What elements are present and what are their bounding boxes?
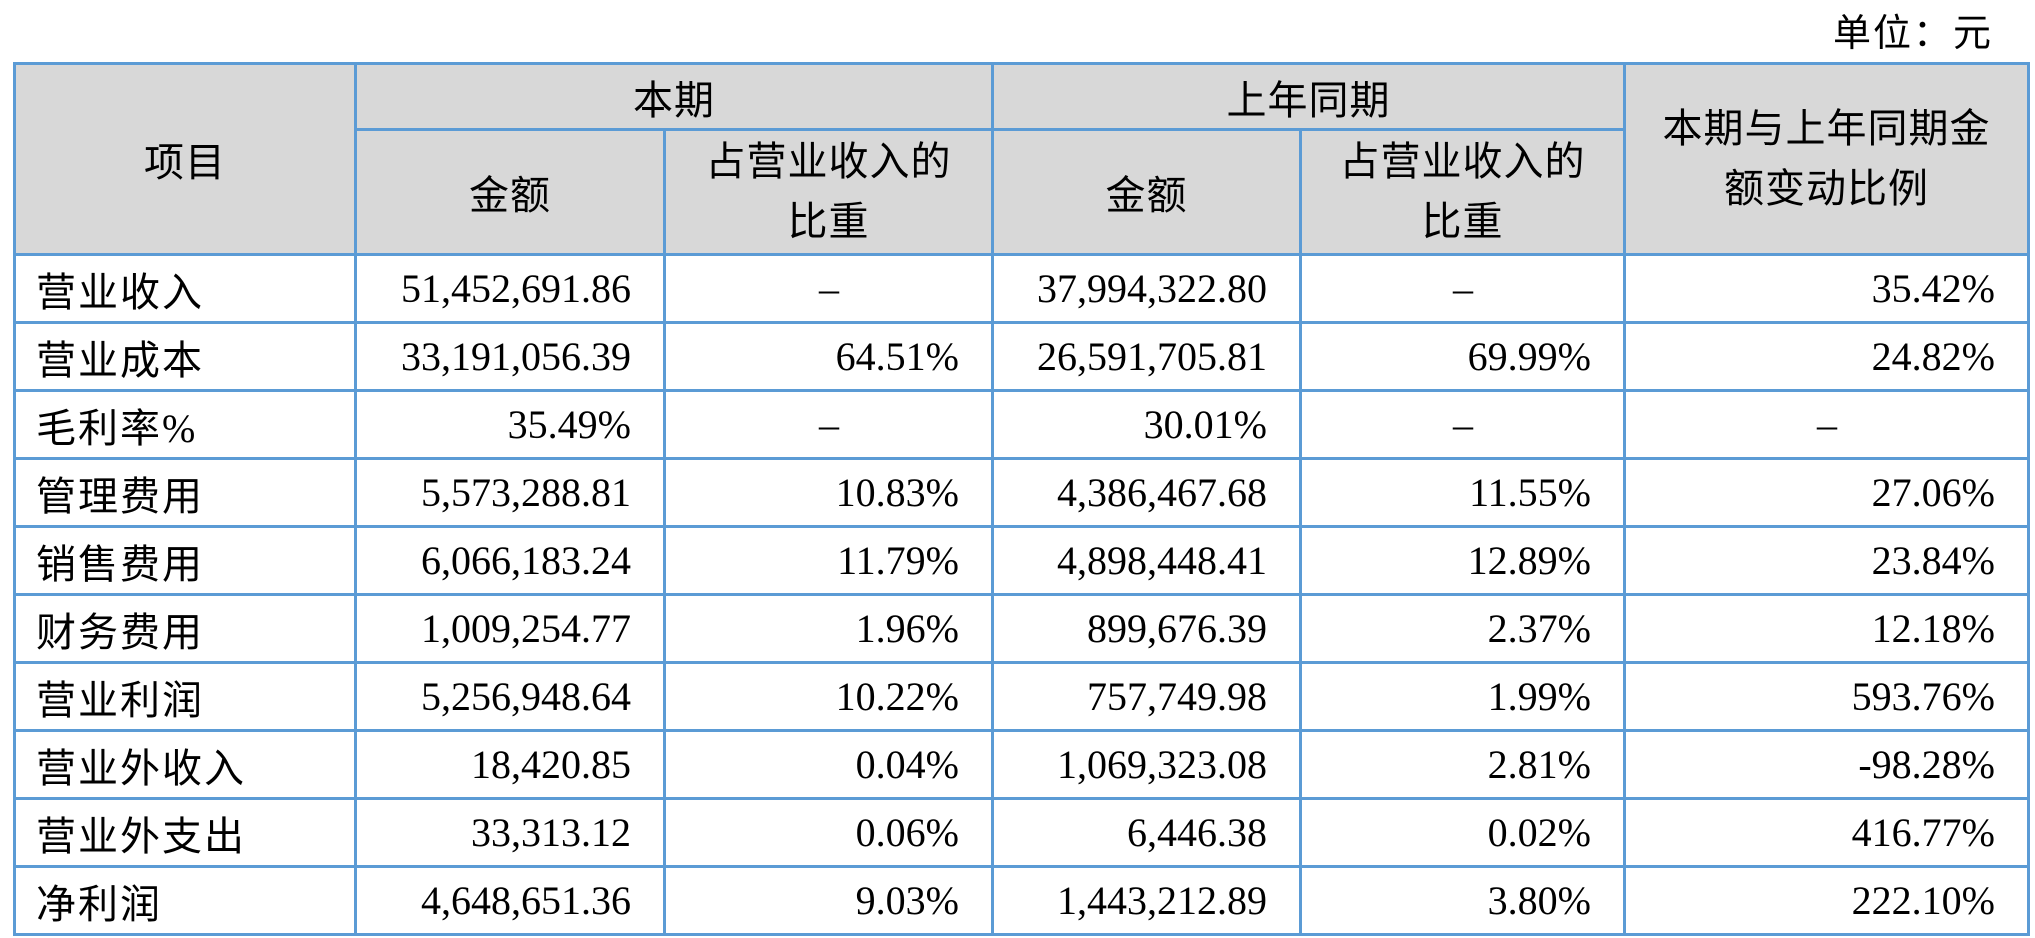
row-label: 营业成本 — [13, 321, 357, 392]
prior-amount: 4,386,467.68 — [991, 457, 1302, 528]
change-ratio: 35.42% — [1623, 253, 2030, 324]
row-label: 毛利率% — [13, 389, 357, 460]
header-prior-ratio: 占营业收入的比重 — [1299, 128, 1626, 256]
current-amount: 6,066,183.24 — [354, 525, 666, 596]
current-ratio: 10.83% — [663, 457, 994, 528]
prior-ratio: 1.99% — [1299, 661, 1626, 732]
table-row-selling-expense: 销售费用 6,066,183.24 11.79% 4,898,448.41 12… — [13, 525, 2030, 596]
header-row-subcolumns: 金额 占营业收入的比重 金额 占营业收入的比重 — [15, 128, 2029, 256]
header-current-period: 本期 — [354, 62, 994, 131]
prior-ratio: 11.55% — [1299, 457, 1626, 528]
financial-comparison-table: 项目 本期 上年同期 本期与上年同期金额变动比例 金额 占营业收入的比重 金额 … — [13, 62, 2030, 936]
header-prior-period: 上年同期 — [991, 62, 1626, 131]
row-label: 财务费用 — [13, 593, 357, 664]
header-change-ratio: 本期与上年同期金额变动比例 — [1623, 62, 2030, 256]
row-label: 营业利润 — [13, 661, 357, 732]
change-ratio: 593.76% — [1623, 661, 2030, 732]
change-ratio: 27.06% — [1623, 457, 2030, 528]
row-label: 管理费用 — [13, 457, 357, 528]
change-ratio: -98.28% — [1623, 729, 2030, 800]
prior-amount: 899,676.39 — [991, 593, 1302, 664]
current-ratio: – — [663, 389, 994, 460]
current-amount: 5,256,948.64 — [354, 661, 666, 732]
current-ratio: 0.06% — [663, 797, 994, 868]
change-ratio: 416.77% — [1623, 797, 2030, 868]
change-ratio: – — [1623, 389, 2030, 460]
current-amount: 51,452,691.86 — [354, 253, 666, 324]
current-ratio: 9.03% — [663, 865, 994, 936]
header-item: 项目 — [13, 62, 357, 256]
prior-ratio: 0.02% — [1299, 797, 1626, 868]
header-current-ratio: 占营业收入的比重 — [663, 128, 994, 256]
current-amount: 4,648,651.36 — [354, 865, 666, 936]
prior-ratio: – — [1299, 253, 1626, 324]
table-header: 项目 本期 上年同期 本期与上年同期金额变动比例 金额 占营业收入的比重 金额 … — [13, 62, 2030, 256]
header-current-amount: 金额 — [354, 128, 666, 256]
prior-ratio: 3.80% — [1299, 865, 1626, 936]
current-amount: 33,313.12 — [354, 797, 666, 868]
prior-amount: 757,749.98 — [991, 661, 1302, 732]
table-row-revenue: 营业收入 51,452,691.86 – 37,994,322.80 – 35.… — [13, 253, 2030, 324]
current-amount: 1,009,254.77 — [354, 593, 666, 664]
current-amount: 5,573,288.81 — [354, 457, 666, 528]
current-amount: 35.49% — [354, 389, 666, 460]
row-label: 营业外收入 — [13, 729, 357, 800]
table-body: 营业收入 51,452,691.86 – 37,994,322.80 – 35.… — [13, 253, 2030, 936]
unit-label: 单位：元 — [1832, 13, 1993, 55]
header-change-ratio-text: 本期与上年同期金额变动比例 — [1662, 106, 1991, 211]
table-row-cost: 营业成本 33,191,056.39 64.51% 26,591,705.81 … — [13, 321, 2030, 392]
header-row-groups: 项目 本期 上年同期 本期与上年同期金额变动比例 — [13, 62, 2030, 256]
prior-amount: 6,446.38 — [991, 797, 1302, 868]
current-ratio: 10.22% — [663, 661, 994, 732]
table-row-non-operating-expense: 营业外支出 33,313.12 0.06% 6,446.38 0.02% 416… — [13, 797, 2030, 868]
table-row-finance-expense: 财务费用 1,009,254.77 1.96% 899,676.39 2.37%… — [13, 593, 2030, 664]
row-label: 净利润 — [13, 865, 357, 936]
table-row-gross-margin: 毛利率% 35.49% – 30.01% – – — [13, 389, 2030, 460]
row-label: 营业外支出 — [13, 797, 357, 868]
header-current-ratio-text: 占营业收入的比重 — [705, 139, 952, 244]
prior-amount: 1,069,323.08 — [991, 729, 1302, 800]
row-label: 销售费用 — [13, 525, 357, 596]
prior-amount: 37,994,322.80 — [991, 253, 1302, 324]
change-ratio: 24.82% — [1623, 321, 2030, 392]
current-ratio: 1.96% — [663, 593, 994, 664]
table-row-operating-profit: 营业利润 5,256,948.64 10.22% 757,749.98 1.99… — [13, 661, 2030, 732]
prior-ratio: 12.89% — [1299, 525, 1626, 596]
current-ratio: 0.04% — [663, 729, 994, 800]
header-prior-ratio-text: 占营业收入的比重 — [1339, 139, 1586, 244]
change-ratio: 23.84% — [1623, 525, 2030, 596]
prior-amount: 30.01% — [991, 389, 1302, 460]
current-amount: 33,191,056.39 — [354, 321, 666, 392]
prior-amount: 26,591,705.81 — [991, 321, 1302, 392]
prior-ratio: 2.37% — [1299, 593, 1626, 664]
change-ratio: 222.10% — [1623, 865, 2030, 936]
table-row-non-operating-income: 营业外收入 18,420.85 0.04% 1,069,323.08 2.81%… — [13, 729, 2030, 800]
current-amount: 18,420.85 — [354, 729, 666, 800]
prior-amount: 1,443,212.89 — [991, 865, 1302, 936]
current-ratio: – — [663, 253, 994, 324]
change-ratio: 12.18% — [1623, 593, 2030, 664]
table-row-net-profit: 净利润 4,648,651.36 9.03% 1,443,212.89 3.80… — [13, 865, 2030, 936]
prior-ratio: 2.81% — [1299, 729, 1626, 800]
table-row-admin-expense: 管理费用 5,573,288.81 10.83% 4,386,467.68 11… — [13, 457, 2030, 528]
prior-ratio: 69.99% — [1299, 321, 1626, 392]
current-ratio: 11.79% — [663, 525, 994, 596]
row-label: 营业收入 — [13, 253, 357, 324]
header-prior-amount: 金额 — [991, 128, 1302, 256]
current-ratio: 64.51% — [663, 321, 994, 392]
prior-amount: 4,898,448.41 — [991, 525, 1302, 596]
prior-ratio: – — [1299, 389, 1626, 460]
